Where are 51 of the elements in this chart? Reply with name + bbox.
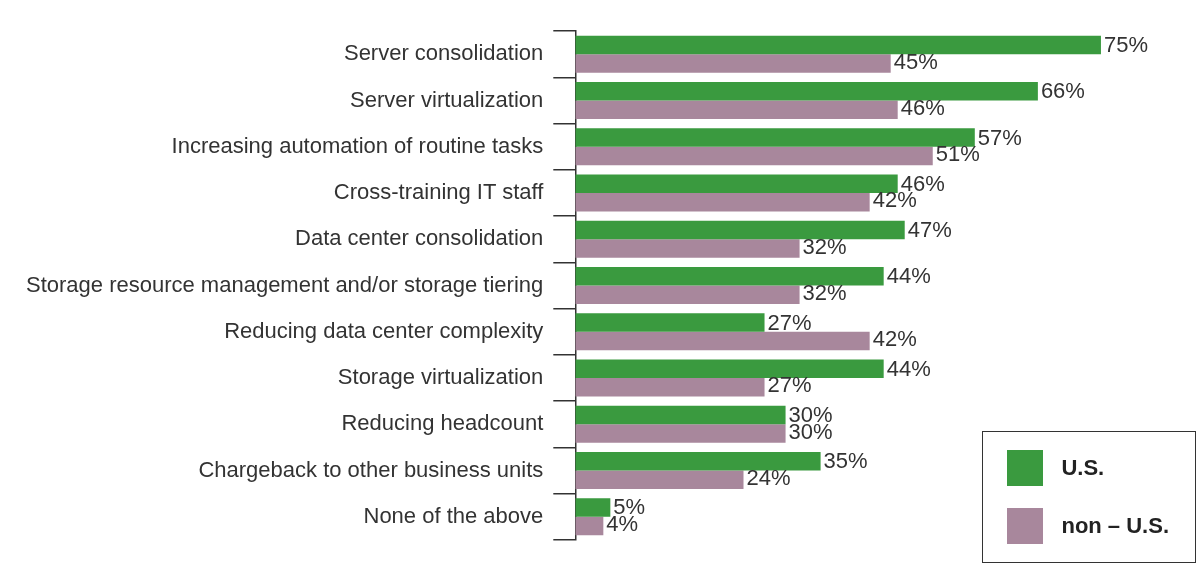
- bar: [575, 174, 898, 194]
- data-label: 44%: [886, 263, 931, 289]
- data-label: 45%: [893, 48, 938, 74]
- bar: [575, 470, 744, 489]
- bar: [575, 313, 765, 332]
- bar: [575, 267, 884, 286]
- bar: [575, 424, 786, 443]
- y-tick-label: Server virtualization: [350, 86, 544, 112]
- legend-label: non – U.S.: [1061, 513, 1169, 539]
- bar: [575, 405, 786, 425]
- bar: [575, 331, 870, 351]
- bar: [575, 54, 891, 73]
- data-label: 51%: [935, 141, 980, 167]
- bar: [575, 451, 821, 471]
- data-label: 75%: [1103, 32, 1148, 58]
- bar: [575, 128, 975, 147]
- y-tick-label: None of the above: [363, 502, 544, 528]
- data-label: 27%: [767, 309, 812, 335]
- y-tick-label: Data center consolidation: [295, 225, 544, 251]
- y-tick-label: Cross-training IT staff: [333, 179, 545, 205]
- data-label: 35%: [823, 448, 868, 474]
- y-tick-label: Server consolidation: [343, 40, 544, 66]
- data-label: 32%: [802, 233, 847, 259]
- bar: [575, 82, 1038, 101]
- bar: [575, 193, 870, 212]
- bar: [575, 100, 898, 120]
- bar: [575, 35, 1101, 55]
- bar: [575, 359, 884, 378]
- bar: [575, 146, 933, 166]
- y-tick-label: Increasing automation of routine tasks: [171, 132, 544, 158]
- y-tick-label: Reducing headcount: [341, 410, 544, 436]
- legend-label: U.S.: [1061, 455, 1105, 481]
- bar: [575, 498, 611, 517]
- bar: [575, 516, 604, 536]
- bar: [575, 377, 765, 397]
- y-tick-label: Storage resource management and/or storage tiering: [25, 271, 544, 297]
- data-label: 44%: [886, 355, 931, 381]
- bar: [575, 239, 800, 258]
- data-label: 46%: [900, 94, 945, 120]
- data-label: 27%: [767, 372, 812, 398]
- data-label: 66%: [1040, 78, 1085, 104]
- y-tick-label: Reducing data center complexity: [224, 317, 544, 343]
- data-label: 32%: [802, 279, 847, 305]
- bar: [575, 285, 800, 304]
- y-tick-label: Storage virtualization: [337, 364, 544, 390]
- bar: [575, 220, 905, 240]
- data-label: 47%: [907, 217, 952, 243]
- data-label: 57%: [977, 124, 1022, 150]
- y-tick-label: Chargeback to other business units: [198, 456, 544, 482]
- data-label: 24%: [746, 464, 791, 490]
- data-label: 42%: [872, 326, 917, 352]
